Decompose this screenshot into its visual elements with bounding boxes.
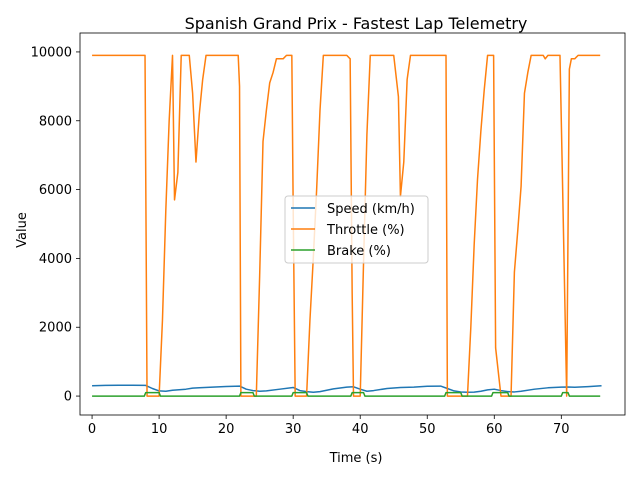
y-tick-label: 6000	[39, 183, 72, 198]
legend-box	[284, 195, 429, 264]
x-tick-label: 70	[553, 422, 570, 437]
plot-frame	[79, 32, 626, 416]
x-axis-label: Time (s)	[329, 451, 383, 466]
y-tick-label: 0	[64, 390, 72, 405]
series-line-throttle	[92, 54, 601, 397]
y-axis-label: Value	[15, 212, 30, 248]
legend-label-throttle: Throttle (%)	[326, 223, 405, 238]
series-layer	[92, 54, 602, 397]
y-tick-label: 8000	[39, 114, 72, 129]
x-tick-label: 10	[151, 422, 168, 437]
x-tick-label: 20	[218, 422, 235, 437]
x-tick-label: 40	[352, 422, 369, 437]
chart-title: Spanish Grand Prix - Fastest Lap Telemet…	[185, 14, 528, 33]
x-tick-label: 50	[419, 422, 436, 437]
x-tick-label: 0	[88, 422, 96, 437]
y-tick-label: 4000	[39, 252, 72, 267]
series-line-brake	[92, 391, 601, 397]
x-tick-label: 60	[486, 422, 503, 437]
legend-label-speed-km-h: Speed (km/h)	[327, 202, 415, 217]
y-tick-label: 10000	[31, 45, 72, 60]
legend-label-brake: Brake (%)	[327, 244, 391, 259]
y-axis: 0 2000 4000 6000 8000 10000	[31, 45, 80, 405]
y-tick-label: 2000	[39, 321, 72, 336]
x-tick-label: 30	[285, 422, 302, 437]
x-axis: 0 10 20 30 40 50 60 70	[88, 415, 570, 437]
legend: Speed (km/h) Throttle (%) Brake (%)	[284, 195, 429, 264]
